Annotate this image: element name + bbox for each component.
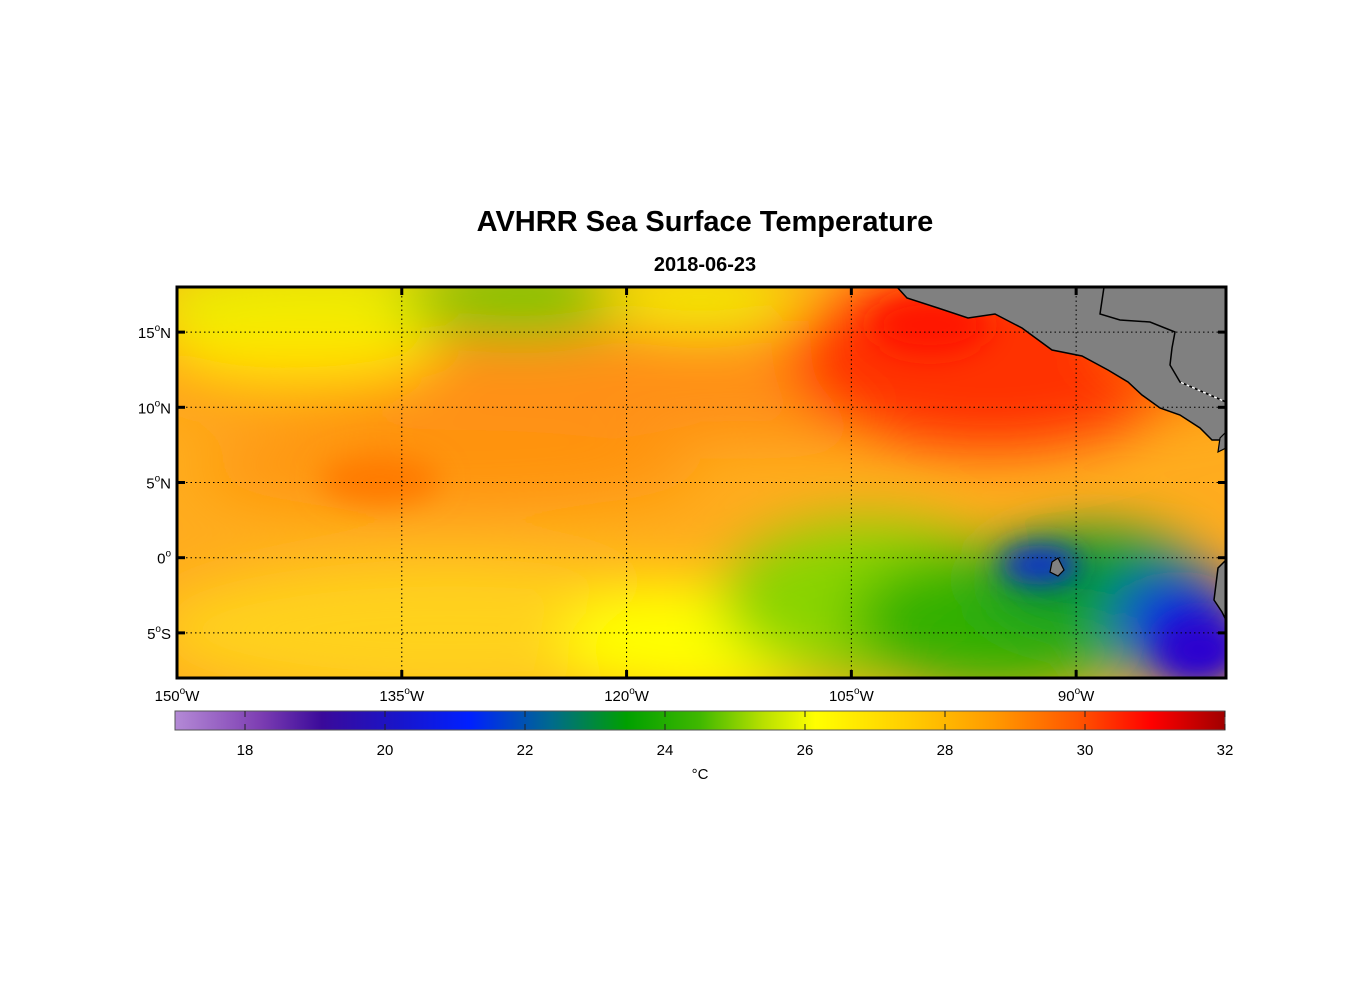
map-date: 2018-06-23 — [653, 254, 757, 276]
colorbar-tick-label: 24 — [657, 742, 674, 759]
lat-tick-label: 5oN — [146, 474, 171, 493]
map-ticks: 150oW 135oW 120oW 105oW 90oW 15oN 10oN 5oN 0o 5oS — [138, 287, 1226, 705]
colorbar-ticks: 18 20 22 24 26 28 30 32 — [237, 711, 1234, 759]
lon-tick-label: 90oW — [1058, 686, 1095, 705]
colorbar-tick-label: 32 — [1217, 742, 1234, 759]
colorbar-tick-label: 22 — [517, 742, 534, 759]
coast-land-fragment — [1217, 431, 1226, 454]
colorbar-tick-label: 18 — [237, 742, 254, 759]
colorbar-unit: °C — [692, 766, 709, 783]
colorbar-tick-label: 30 — [1077, 742, 1094, 759]
lat-tick-label: 0o — [157, 549, 171, 568]
lon-tick-label: 150oW — [155, 686, 201, 705]
central-america-land — [895, 287, 1226, 441]
lat-tick-label: 5oS — [147, 624, 171, 643]
colorbar-tick-label: 28 — [937, 742, 954, 759]
colorbar-tick-label: 20 — [377, 742, 394, 759]
lon-tick-label: 135oW — [379, 686, 425, 705]
lon-tick-label: 120oW — [604, 686, 650, 705]
lat-tick-label: 15oN — [138, 323, 171, 342]
map-title: AVHRR Sea Surface Temperature — [476, 206, 934, 238]
colorbar-gradient — [174, 710, 1226, 731]
galapagos-islands — [1049, 557, 1065, 577]
map-gridlines — [177, 287, 1226, 678]
sst-field — [177, 287, 1226, 678]
south-america-land — [1213, 558, 1226, 621]
colorbar: 18 20 22 24 26 28 30 32 °C — [174, 710, 1234, 783]
lat-tick-label: 10oN — [138, 398, 171, 417]
lon-tick-label: 105oW — [829, 686, 875, 705]
colorbar-tick-label: 26 — [797, 742, 814, 759]
